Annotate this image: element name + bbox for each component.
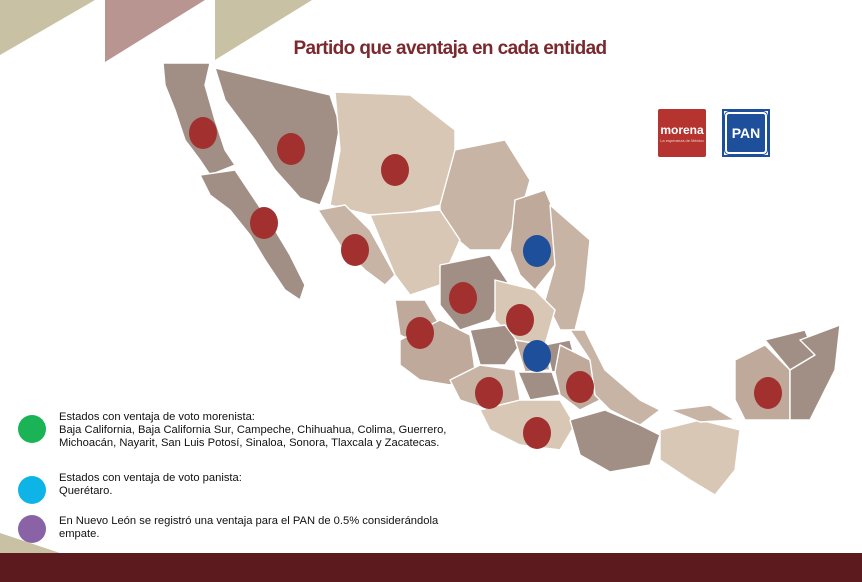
bottom-bar [0, 553, 862, 582]
map-marker-morena [523, 417, 551, 449]
bottom-decoration [0, 533, 60, 553]
legend-item-morena: Estados con ventaja de voto morenista: B… [18, 411, 446, 450]
map-marker-morena [506, 304, 534, 336]
state-baja-california-sur [199, 169, 306, 301]
map-marker-morena [277, 133, 305, 165]
map-marker-morena [406, 317, 434, 349]
state-tabasco [669, 404, 736, 423]
map-marker-pan [523, 340, 551, 372]
morena-logo: morena La esperanza de México [658, 109, 706, 157]
legend-heading: Estados con ventaja de voto panista: [59, 472, 242, 484]
map-marker-morena [250, 207, 278, 239]
page-title: Partido que aventaja en cada entidad [293, 38, 607, 59]
map-marker-morena [381, 154, 409, 186]
legend-line: Michoacán, Nayarit, San Luis Potosí, Sin… [59, 437, 440, 449]
legend-heading: Estados con ventaja de voto morenista: [59, 411, 255, 423]
map-marker-morena [449, 282, 477, 314]
map-marker-morena [189, 117, 217, 149]
map-marker-morena [341, 234, 369, 266]
state-oaxaca [569, 409, 661, 473]
state-chihuahua [329, 91, 456, 216]
legend-line: empate. [59, 528, 100, 540]
legend-item-tie: En Nuevo León se registró una ventaja pa… [18, 515, 438, 543]
state-mexico [517, 371, 561, 401]
legend-item-pan: Estados con ventaja de voto panista: Que… [18, 472, 242, 504]
mexico-map [162, 62, 841, 496]
legend-dot-pan [18, 476, 46, 504]
state-veracruz [569, 329, 661, 426]
legend-line: Baja California, Baja California Sur, Ca… [59, 424, 447, 436]
map-marker-morena [475, 377, 503, 409]
map-marker-morena [754, 377, 782, 409]
legend-line: En Nuevo León se registró una ventaja pa… [59, 515, 439, 527]
map-marker-morena [566, 371, 594, 403]
legend-dot-morena [18, 415, 46, 443]
map-marker-pan [523, 235, 551, 267]
corner-decoration [0, 0, 312, 62]
state-quintana-roo [789, 324, 841, 421]
state-tamaulipas [544, 204, 591, 331]
legend-line: Querétaro. [59, 485, 113, 497]
pan-logo: PAN [722, 109, 770, 157]
state-chiapas [659, 419, 741, 496]
legend-dot-tie [18, 515, 46, 543]
state-guanajuato [469, 324, 521, 366]
